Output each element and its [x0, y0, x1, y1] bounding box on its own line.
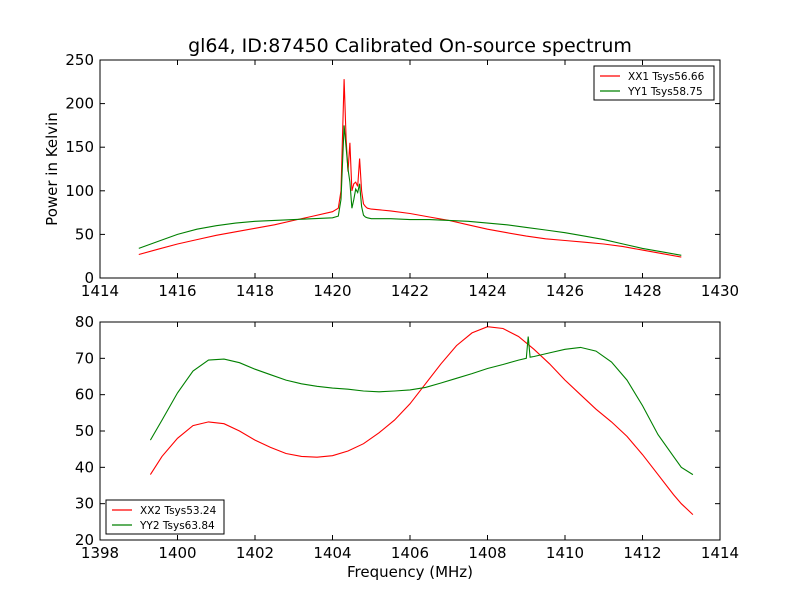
- y-tick-label: 50: [75, 225, 94, 243]
- x-tick-label: 1410: [546, 544, 584, 562]
- series-line-2-1: [149, 326, 694, 516]
- legend-label: XX1 Tsys56.66: [628, 71, 705, 83]
- x-tick-label: 1408: [468, 544, 506, 562]
- chart-panel-2: 1398 1400 1402 1404 1406 1408 1410 1412 1414 20 30…: [75, 313, 739, 562]
- x-tick-label: 1402: [236, 544, 274, 562]
- legend-1: XX1 Tsys56.66 YY1 Tsys58.75: [593, 65, 715, 101]
- y-tick-label: 60: [75, 386, 94, 404]
- y-tick-label: 250: [65, 51, 94, 69]
- x-axis-label: Frequency (MHz): [347, 563, 473, 581]
- y-tick-label: 30: [75, 495, 94, 513]
- x-tick-label: 1398: [81, 544, 119, 562]
- y-tick-label: 40: [75, 458, 94, 476]
- series-line-1-2: [138, 125, 682, 256]
- y-tick-label: 0: [84, 269, 94, 287]
- x-tick-label: 1430: [701, 282, 739, 300]
- legend-label: YY1 Tsys58.75: [627, 86, 703, 98]
- series-line-1-1: [138, 79, 682, 258]
- y-tick-label: 70: [75, 349, 94, 367]
- y-tick-label: 50: [75, 422, 94, 440]
- x-tick-label: 1416: [158, 282, 196, 300]
- series-line-2-2: [149, 336, 694, 476]
- x-tick-label: 1412: [623, 544, 661, 562]
- x-tick-label: 1414: [701, 544, 739, 562]
- legend-label: XX2 Tsys53.24: [140, 505, 217, 517]
- x-tick-label: 1400: [158, 544, 196, 562]
- y-tick-label: 150: [65, 138, 94, 156]
- x-tick-label: 1418: [236, 282, 274, 300]
- legend-box: [105, 499, 225, 535]
- x-tick-label: 1426: [546, 282, 584, 300]
- y-axis-label: Power in Kelvin: [43, 112, 61, 226]
- x-tick-label: 1422: [391, 282, 429, 300]
- x-tick-label: 1424: [468, 282, 506, 300]
- chart-panel-1: 1414 1416 1418 1420 1422 1424 1426 1428 1430 0 50 1…: [43, 51, 739, 300]
- x-tick-label: 1404: [313, 544, 351, 562]
- x-tick-label: 1420: [313, 282, 351, 300]
- chart-title: gl64, ID:87450 Calibrated On-source spec…: [188, 35, 632, 57]
- legend-box: [593, 65, 715, 101]
- y-tick-label: 100: [65, 182, 94, 200]
- x-tick-label: 1414: [81, 282, 119, 300]
- legend-2: XX2 Tsys53.24 YY2 Tsys63.84: [105, 499, 225, 535]
- x-tick-label: 1428: [623, 282, 661, 300]
- y-tick-label: 200: [65, 95, 94, 113]
- y-tick-label: 20: [75, 531, 94, 549]
- legend-label: YY2 Tsys63.84: [139, 520, 215, 532]
- x-tick-label: 1406: [391, 544, 429, 562]
- y-tick-label: 80: [75, 313, 94, 331]
